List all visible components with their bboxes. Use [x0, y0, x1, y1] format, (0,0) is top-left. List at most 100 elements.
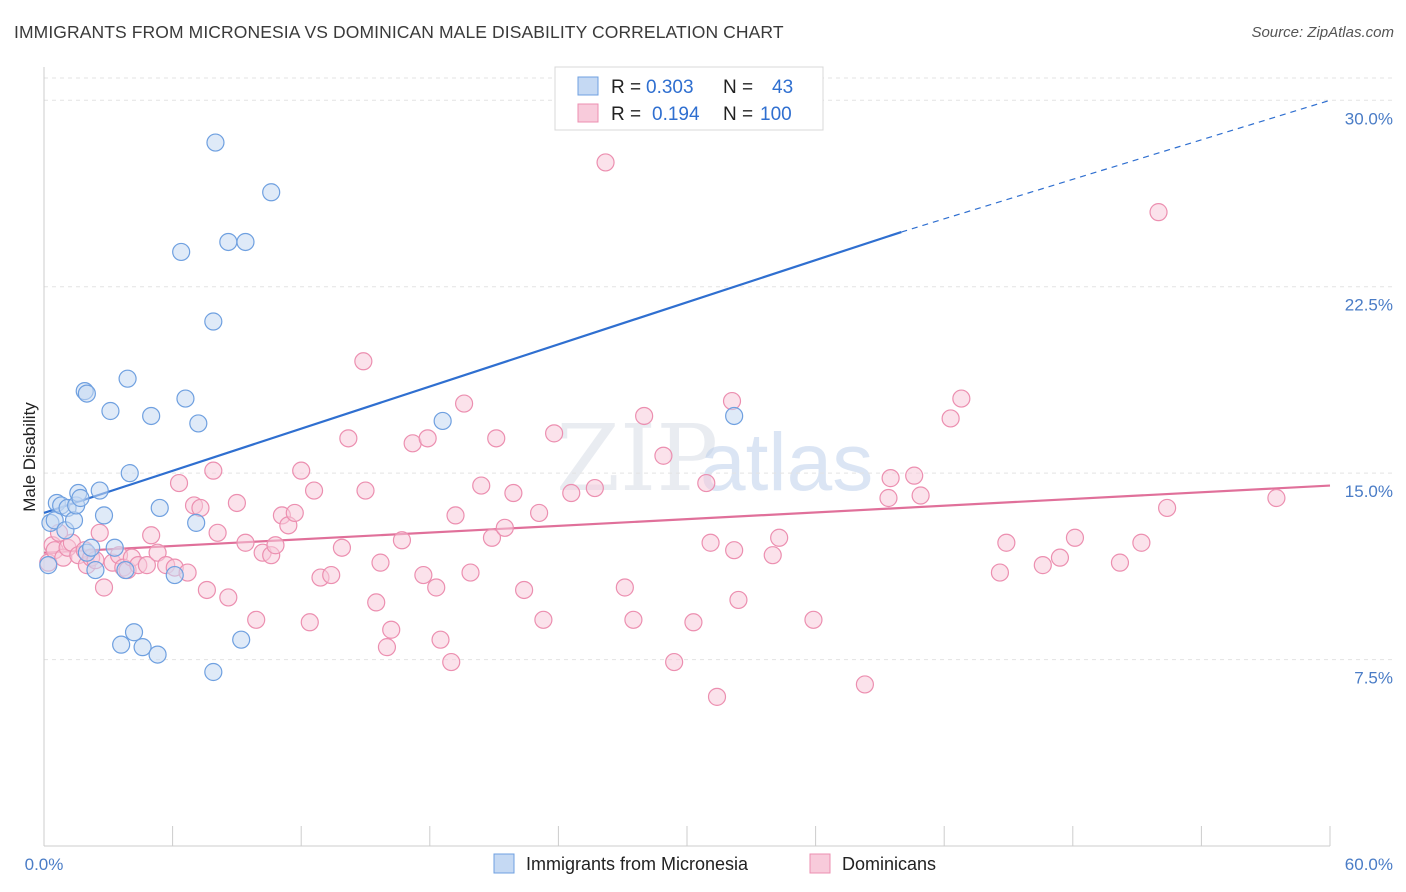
dominican-point — [90, 523, 109, 542]
dominican-point — [371, 553, 390, 572]
dominican-point — [1158, 498, 1177, 518]
dominican-point — [403, 434, 422, 453]
dominican-point — [487, 429, 506, 448]
dominican-point — [292, 461, 311, 480]
micronesia-point — [112, 635, 131, 654]
legend-r-value-2: 0.194 — [652, 104, 700, 125]
legend-r-label-1: R = — [611, 77, 641, 98]
dominican-point — [804, 610, 823, 629]
legend-n-label-1: N = — [723, 77, 753, 98]
micronesia-point — [120, 464, 139, 483]
legend-swatch-dominicans — [577, 103, 599, 123]
micronesia-point — [101, 401, 120, 421]
dominican-point — [665, 652, 684, 672]
micronesia-point — [133, 638, 152, 657]
dominican-point — [701, 533, 720, 552]
watermark-zip: ZIP — [556, 405, 718, 512]
dominican-point — [534, 610, 553, 629]
dominican-point — [142, 526, 161, 545]
dominican-point — [354, 352, 373, 371]
micronesia-point — [77, 384, 96, 403]
dominican-point — [952, 389, 971, 408]
dominican-point — [431, 630, 450, 649]
dominican-point — [332, 538, 352, 557]
micronesia-point — [172, 242, 191, 262]
x-tick-label-min: 0.0% — [25, 855, 64, 874]
micronesia-point — [116, 560, 135, 580]
micronesia-point — [176, 389, 195, 408]
dominican-point — [707, 687, 727, 706]
micronesia-point — [232, 630, 251, 649]
correlation-legend: R = 0.303 N = 43 R = 0.194 N = 100 — [554, 66, 824, 131]
dominican-point — [266, 536, 285, 555]
micronesia-point — [118, 369, 137, 388]
legend-n-value-2: 100 — [760, 104, 792, 125]
micronesia-point — [71, 488, 90, 508]
dominican-point — [562, 483, 581, 503]
micronesia-point — [725, 406, 744, 426]
dominican-point — [615, 578, 634, 597]
dominican-point — [504, 483, 523, 503]
chart-title: IMMIGRANTS FROM MICRONESIA VS DOMINICAN … — [14, 22, 784, 42]
dominican-point — [997, 533, 1016, 552]
dominican-point — [941, 409, 960, 428]
dominican-point — [635, 406, 654, 426]
series-label-micronesia: Immigrants from Micronesia — [526, 854, 749, 874]
dominican-point — [382, 620, 401, 639]
legend-r-value-1: 0.303 — [646, 77, 694, 98]
micronesia-point — [90, 481, 109, 500]
dominican-point — [725, 541, 744, 560]
dominican-point — [697, 473, 716, 493]
dominican-point — [197, 580, 216, 600]
micronesia-point — [148, 645, 167, 664]
dominican-point — [454, 394, 474, 413]
legend-r-label-2: R = — [611, 104, 641, 125]
dominican-point — [684, 613, 703, 632]
series-swatch-dominicans — [809, 853, 831, 874]
micronesia-point — [236, 232, 255, 252]
dominican-point — [137, 556, 156, 575]
micronesia-point — [187, 513, 206, 532]
dominican-point — [204, 461, 223, 480]
dominican-point — [461, 563, 480, 582]
dominican-point — [905, 466, 924, 485]
micronesia-point — [204, 662, 223, 682]
dominican-point — [1050, 548, 1070, 567]
micronesia-point — [86, 560, 105, 580]
dominican-point — [148, 543, 167, 562]
y-tick-label: 7.5% — [1354, 669, 1393, 688]
dominican-point — [624, 610, 643, 629]
dominican-point — [763, 546, 782, 565]
dominican-point — [990, 563, 1010, 582]
dominican-point — [339, 429, 358, 448]
dominican-point — [219, 588, 238, 607]
dominican-point — [392, 531, 412, 550]
dominican-trend-line — [43, 484, 1331, 554]
dominican-point — [911, 486, 930, 505]
dominican-point — [1149, 203, 1168, 222]
micronesia-point — [219, 232, 238, 252]
dominican-point — [227, 493, 246, 513]
dominican-point — [1033, 556, 1052, 575]
watermark-atlas: atlas — [700, 417, 873, 508]
legend-n-value-1: 43 — [772, 77, 793, 98]
dominican-point — [545, 424, 564, 443]
dominican-point — [585, 478, 604, 498]
dominican-point — [722, 391, 742, 411]
dominican-point — [427, 578, 446, 597]
chart-source: Source: ZipAtlas.com — [1251, 24, 1394, 41]
dominican-point — [530, 503, 549, 523]
micronesia-point — [165, 565, 184, 585]
micronesia-point — [204, 312, 223, 331]
micronesia-point — [206, 133, 225, 152]
micronesia-trend-line — [43, 230, 902, 514]
dominican-point — [446, 506, 465, 525]
dominican-point — [191, 498, 210, 518]
dominican-point — [418, 429, 437, 448]
dominican-point — [356, 481, 375, 500]
dominican-point — [377, 638, 397, 657]
dominican-point — [495, 518, 514, 537]
dominican-point — [881, 469, 900, 488]
dominican-point — [304, 481, 324, 500]
